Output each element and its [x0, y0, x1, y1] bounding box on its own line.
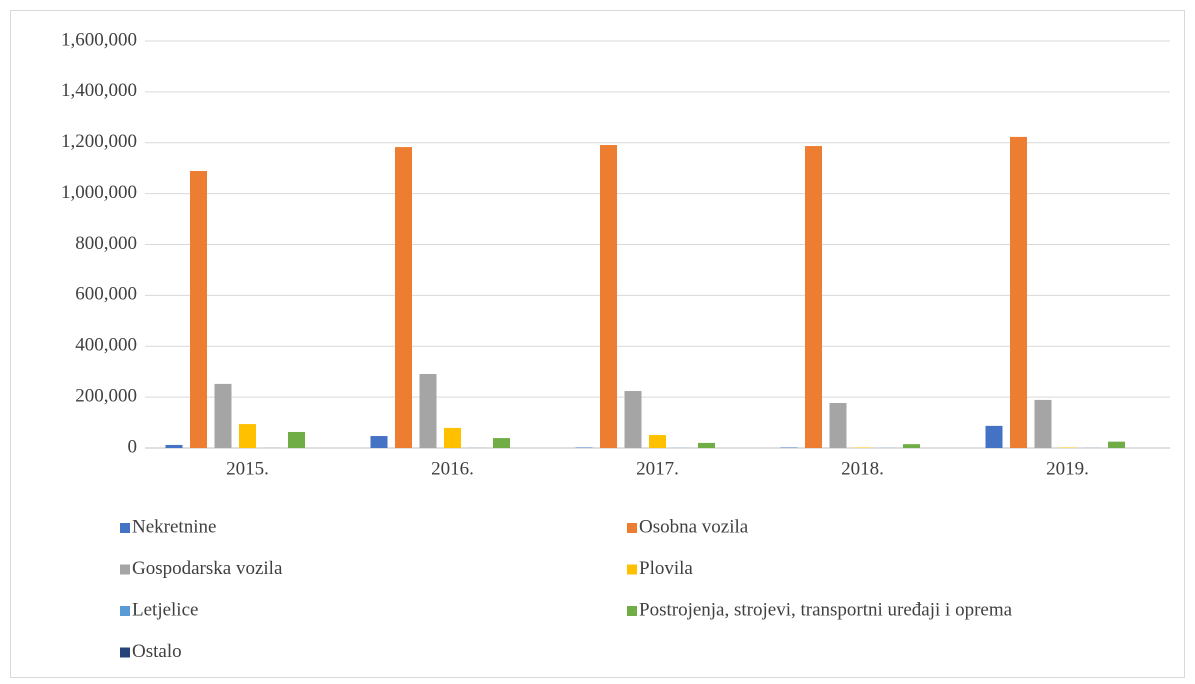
- legend-label: Nekretnine: [132, 516, 216, 537]
- legend-swatch: [120, 523, 130, 533]
- y-tick-label: 1,000,000: [61, 182, 137, 203]
- bar: [986, 426, 1003, 448]
- legend-label: Gospodarska vozila: [132, 558, 283, 579]
- bar: [625, 391, 642, 448]
- bar: [239, 424, 256, 448]
- bar: [190, 171, 207, 448]
- bar: [1059, 447, 1076, 448]
- bar: [698, 443, 715, 448]
- legend-swatch: [120, 648, 130, 658]
- bar: [600, 145, 617, 448]
- bar: [1035, 400, 1052, 448]
- y-tick-label: 1,200,000: [61, 131, 137, 152]
- y-tick-label: 200,000: [75, 385, 137, 406]
- legend-swatch: [627, 523, 637, 533]
- legend-swatch: [627, 606, 637, 616]
- legend-swatch: [120, 606, 130, 616]
- legend-swatch: [627, 565, 637, 575]
- x-tick-label: 2016.: [431, 458, 474, 479]
- x-tick-label: 2018.: [841, 458, 884, 479]
- x-tick-label: 2017.: [636, 458, 679, 479]
- legend-label: Letjelice: [132, 599, 198, 620]
- bar: [903, 444, 920, 448]
- bar: [576, 447, 593, 448]
- bar: [649, 435, 666, 448]
- bar: [805, 146, 822, 448]
- y-tick-label: 800,000: [75, 233, 137, 254]
- legend-label: Osobna vozila: [639, 516, 749, 537]
- x-tick-label: 2015.: [226, 458, 269, 479]
- y-tick-label: 1,600,000: [61, 29, 137, 50]
- bar: [288, 432, 305, 448]
- bar: [166, 445, 183, 448]
- y-tick-label: 400,000: [75, 335, 137, 356]
- legend-label: Ostalo: [132, 641, 182, 662]
- bar: [493, 438, 510, 448]
- bar: [444, 428, 461, 448]
- bar: [781, 447, 798, 448]
- bar: [215, 384, 232, 448]
- bar: [420, 374, 437, 448]
- y-tick-label: 0: [128, 436, 138, 457]
- legend-swatch: [120, 565, 130, 575]
- bar: [854, 447, 871, 448]
- bar: [1010, 137, 1027, 448]
- bar: [1108, 442, 1125, 448]
- bar: [371, 436, 388, 448]
- y-tick-label: 600,000: [75, 284, 137, 305]
- y-tick-label: 1,400,000: [61, 80, 137, 101]
- legend-label: Plovila: [639, 558, 693, 579]
- bar: [830, 403, 847, 448]
- legend-label: Postrojenja, strojevi, transportni uređa…: [639, 599, 1013, 620]
- bar: [395, 147, 412, 448]
- x-tick-label: 2019.: [1046, 458, 1089, 479]
